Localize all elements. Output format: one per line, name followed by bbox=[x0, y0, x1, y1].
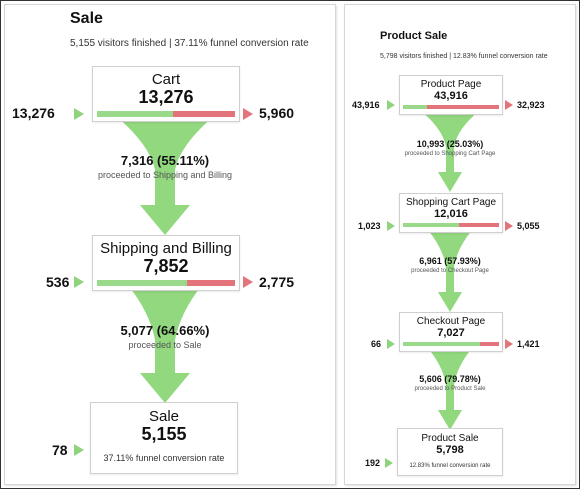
step-bar bbox=[403, 223, 499, 227]
exit-bar bbox=[172, 111, 235, 117]
entries-value: 66 bbox=[371, 339, 382, 349]
funnel-shape bbox=[428, 348, 472, 430]
step-name: Sale bbox=[148, 408, 180, 425]
exits-value: 32,923 bbox=[517, 100, 545, 110]
panel-title: Sale bbox=[70, 10, 103, 27]
flow-value: 10,993 (25.03%) bbox=[416, 139, 484, 149]
step-bar bbox=[403, 342, 499, 346]
step-name: Checkout Page bbox=[416, 316, 486, 327]
continue-bar bbox=[403, 223, 459, 227]
entries-value: 43,916 bbox=[352, 100, 380, 110]
continue-bar bbox=[403, 342, 480, 346]
step-value: 43,916 bbox=[434, 90, 468, 102]
flow-value: 7,316 (55.11%) bbox=[120, 153, 210, 168]
entries-value: 536 bbox=[46, 274, 70, 290]
funnel-step-shipping-and-billing[interactable]: Shipping and Billing 7,852 bbox=[92, 235, 240, 291]
funnel-step-checkout-page[interactable]: Checkout Page 7,027 bbox=[399, 312, 503, 352]
exit-arrow-icon[interactable] bbox=[505, 221, 513, 231]
exits-value: 2,775 bbox=[259, 274, 295, 290]
flow-note: proceeded to Product Sale bbox=[414, 386, 486, 392]
step-name: Shipping and Billing bbox=[100, 240, 232, 257]
exit-bar bbox=[427, 105, 499, 109]
entries-value: 1,023 bbox=[358, 221, 381, 231]
flow-value: 6,961 (57.93%) bbox=[419, 256, 481, 266]
funnel-step-cart[interactable]: Cart 13,276 bbox=[92, 66, 240, 122]
funnel-shape bbox=[115, 115, 215, 235]
exit-arrow-icon[interactable] bbox=[505, 339, 513, 349]
entry-arrow-icon bbox=[74, 108, 84, 120]
panel-title: Product Sale bbox=[380, 30, 448, 42]
exits-value: 1,421 bbox=[517, 339, 540, 349]
flow-note: proceeded to Checkout Page bbox=[411, 268, 489, 274]
step-name: Product Sale bbox=[421, 433, 479, 444]
exit-arrow-icon[interactable] bbox=[505, 100, 513, 110]
panel-subtitle: 5,155 visitors finished | 37.11% funnel … bbox=[70, 38, 309, 49]
panel-subtitle: 5,798 visitors finished | 12.83% funnel … bbox=[380, 53, 548, 60]
step-value: 13,276 bbox=[138, 87, 194, 107]
funnel-shape bbox=[428, 230, 472, 312]
entries-value: 78 bbox=[52, 442, 68, 458]
entry-arrow-icon bbox=[74, 276, 84, 288]
entries-value: 13,276 bbox=[12, 105, 55, 121]
funnel-shape bbox=[420, 110, 480, 192]
exits-value: 5,055 bbox=[517, 221, 540, 231]
funnel-step-product-sale[interactable]: Product Sale 5,798 12.83% funnel convers… bbox=[397, 428, 503, 476]
step-value: 5,155 bbox=[141, 424, 187, 444]
step-value: 12,016 bbox=[434, 208, 468, 220]
step-name: Cart bbox=[151, 71, 181, 88]
step-name: Shopping Cart Page bbox=[405, 197, 497, 208]
flow-value: 5,606 (79.78%) bbox=[419, 374, 481, 384]
continue-bar bbox=[97, 280, 187, 286]
funnel-step-sale[interactable]: Sale 5,155 37.11% funnel conversion rate bbox=[90, 402, 238, 474]
step-bar bbox=[97, 111, 235, 117]
exit-arrow-icon[interactable] bbox=[243, 108, 253, 120]
step-note: 37.11% funnel conversion rate bbox=[103, 453, 225, 463]
continue-bar bbox=[97, 111, 173, 117]
funnel-step-shopping-cart-page[interactable]: Shopping Cart Page 12,016 bbox=[399, 193, 503, 233]
step-value: 5,798 bbox=[436, 444, 464, 456]
step-bar bbox=[403, 105, 499, 109]
funnel-step-product-page[interactable]: Product Page 43,916 bbox=[399, 75, 503, 115]
exit-bar bbox=[458, 223, 499, 227]
entry-arrow-icon bbox=[387, 339, 395, 349]
entry-arrow-icon bbox=[387, 221, 395, 231]
flow-note: proceeded to Shipping and Billing bbox=[97, 170, 233, 180]
step-value: 7,852 bbox=[143, 256, 189, 276]
flow-value: 5,077 (64.66%) bbox=[120, 323, 210, 338]
exits-value: 5,960 bbox=[259, 105, 295, 121]
exit-bar bbox=[479, 342, 499, 346]
funnel-shape bbox=[128, 285, 202, 403]
step-bar bbox=[97, 280, 235, 286]
step-note: 12.83% funnel conversion rate bbox=[409, 463, 491, 469]
exit-arrow-icon[interactable] bbox=[243, 276, 253, 288]
entry-arrow-icon bbox=[387, 100, 395, 110]
flow-note: proceeded to Sale bbox=[128, 340, 202, 350]
entries-value: 192 bbox=[365, 458, 381, 468]
entry-arrow-icon bbox=[385, 458, 393, 468]
exit-bar bbox=[186, 280, 235, 286]
continue-bar bbox=[403, 105, 427, 109]
entry-arrow-icon bbox=[74, 444, 84, 456]
step-name: Product Page bbox=[420, 79, 482, 90]
step-value: 7,027 bbox=[437, 327, 465, 339]
flow-note: proceeded to Shopping Cart Page bbox=[404, 151, 496, 157]
